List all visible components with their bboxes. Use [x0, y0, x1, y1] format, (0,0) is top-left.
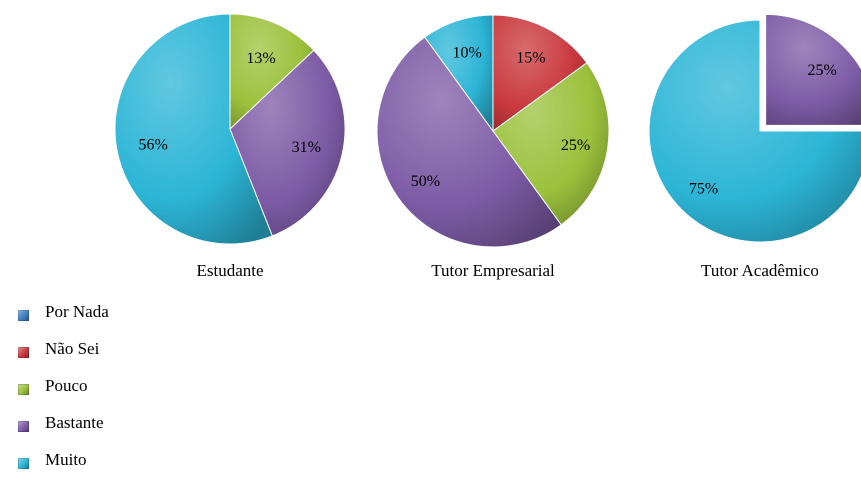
- pie-slice-muito: [424, 14, 494, 133]
- pie-data-label: 15%: [516, 50, 545, 67]
- legend-swatch: [18, 458, 29, 469]
- pie-slice-bastante: [765, 13, 861, 126]
- legend-label: Bastante: [45, 413, 104, 432]
- legend-label: Pouco: [45, 376, 88, 395]
- legend-label: Por Nada: [45, 302, 109, 321]
- pie-data-label: 13%: [246, 50, 275, 67]
- pie-data-label: 10%: [453, 45, 482, 62]
- pie-data-label: 25%: [808, 62, 837, 79]
- legend-swatch: [18, 347, 29, 358]
- pie-title: Estudante: [196, 261, 263, 280]
- pie-title: Tutor Empresarial: [431, 261, 555, 280]
- legend-swatch: [18, 421, 29, 432]
- pie-data-label: 56%: [139, 137, 168, 154]
- legend-swatch: [18, 310, 29, 321]
- pie-slice-pouco: [229, 13, 315, 131]
- pie-slice-pouco: [492, 62, 610, 226]
- pie-title: Tutor Acadêmico: [701, 261, 819, 280]
- pie-slice-muito: [648, 19, 861, 243]
- legend-swatch: [18, 384, 29, 395]
- legend-label: Muito: [45, 450, 87, 469]
- pie-slice-bastante: [229, 49, 346, 237]
- pie-data-label: 75%: [689, 181, 718, 198]
- pie-data-label: 25%: [561, 137, 590, 154]
- pie-slice-nao-sei: [492, 14, 588, 132]
- pie-slice-bastante: [376, 36, 562, 248]
- legend-label: Não Sei: [45, 339, 100, 358]
- pie-data-label: 31%: [292, 139, 321, 156]
- pie-data-label: 50%: [411, 173, 440, 190]
- pie-slice-muito: [114, 13, 273, 245]
